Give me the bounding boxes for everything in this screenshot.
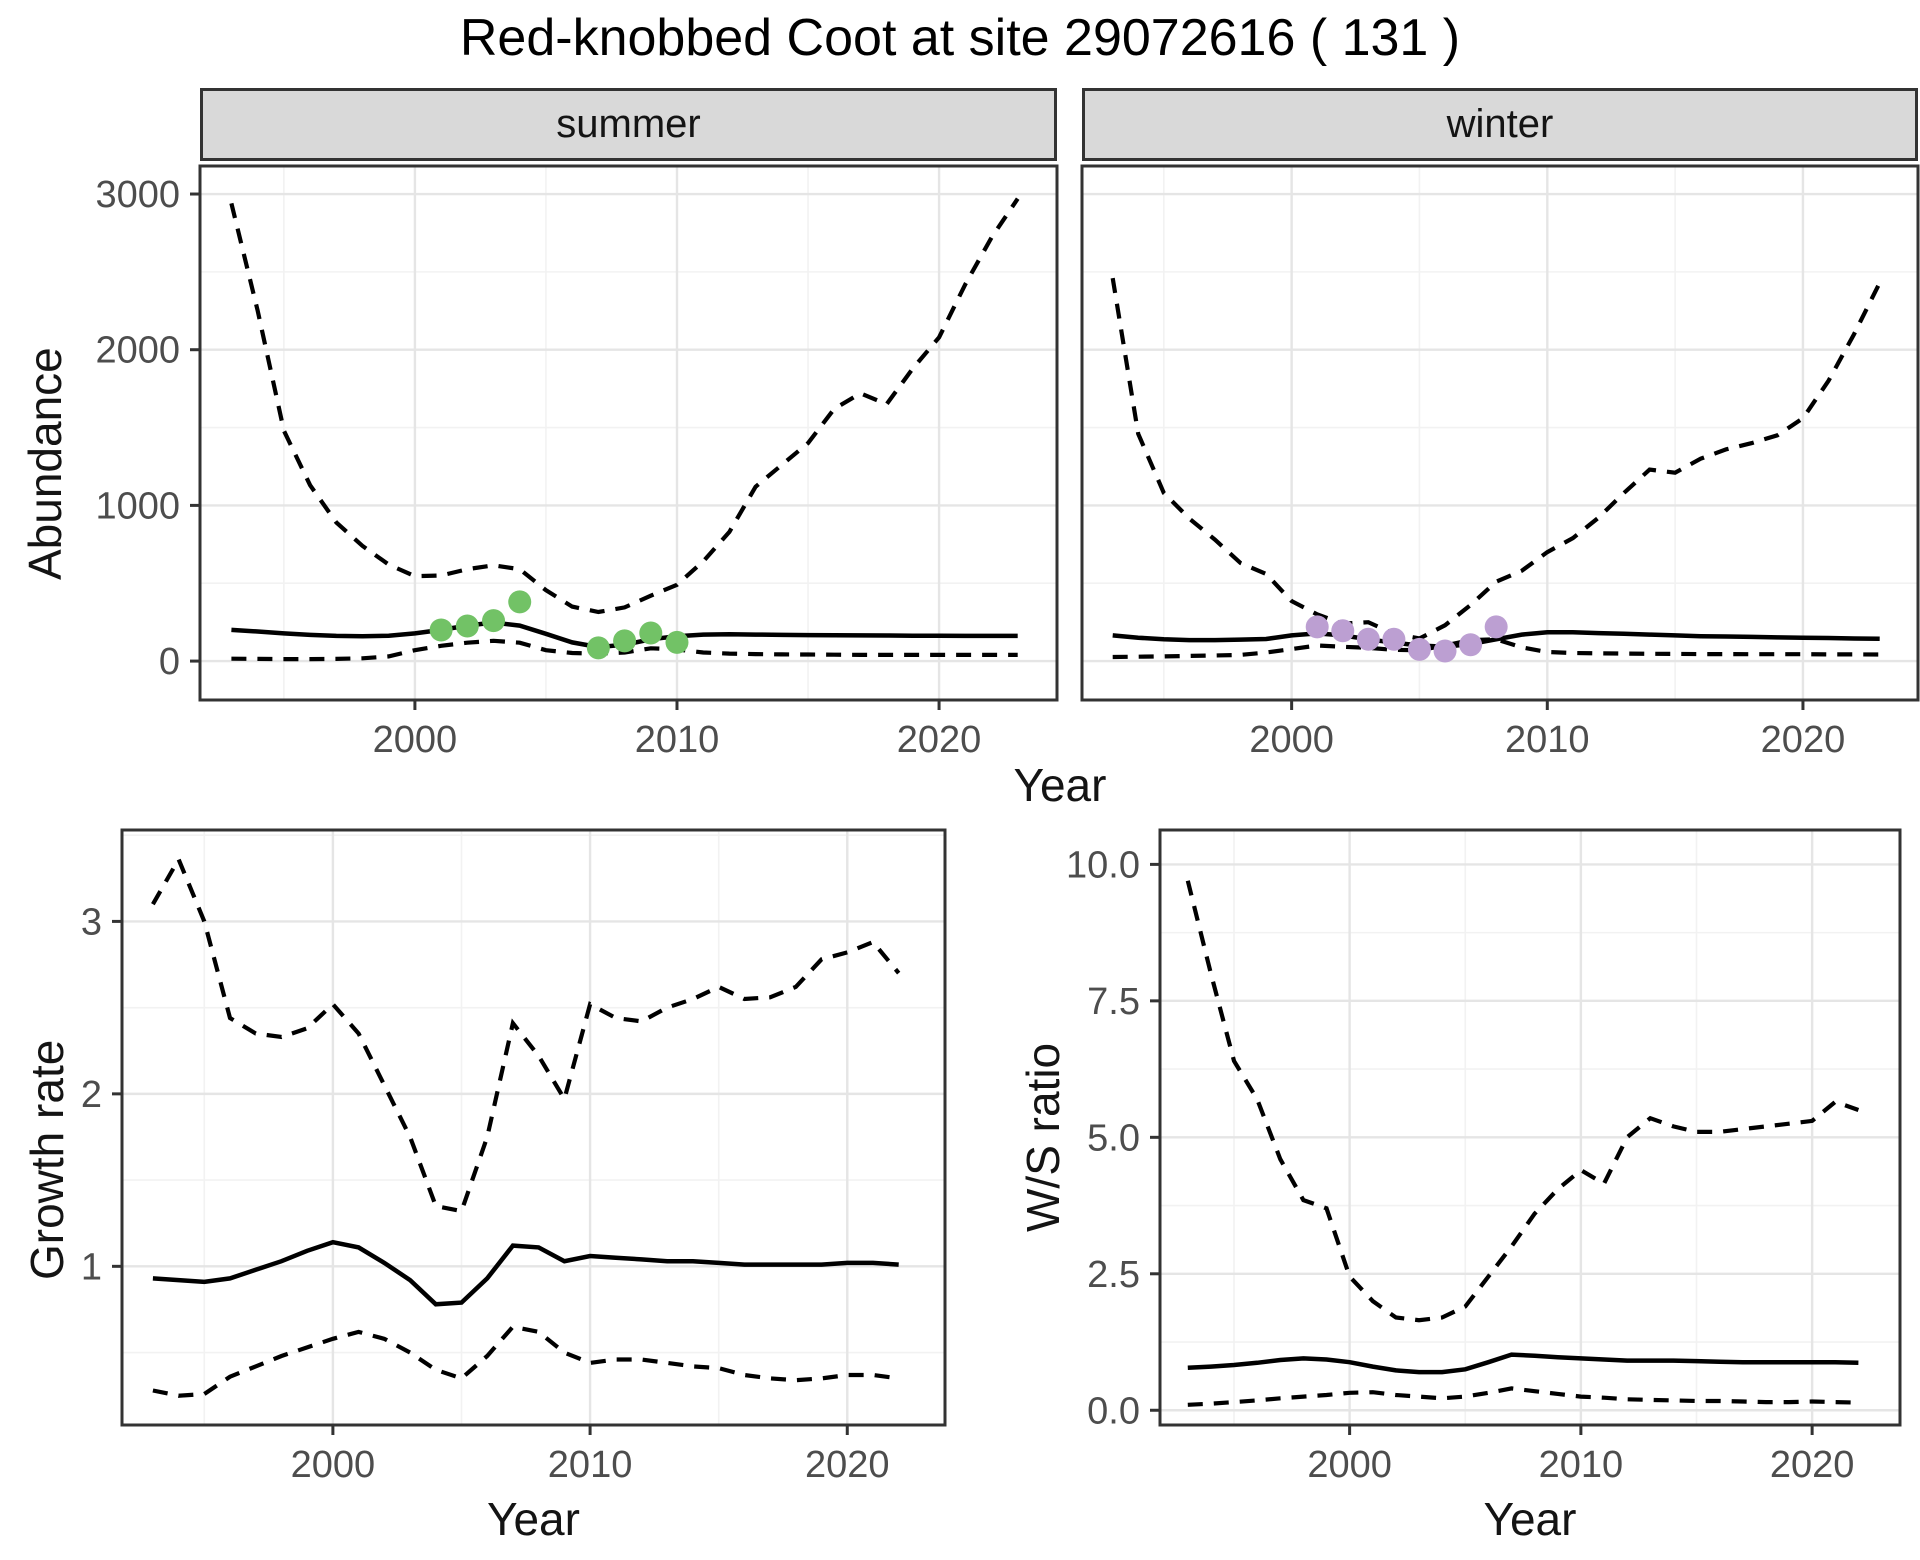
growth-rate-panel: 2000 2010 2020 1 2 3 bbox=[81, 828, 947, 1486]
abundance-winter-upper-95ci-line bbox=[1110, 277, 1882, 641]
ws-ratio-border bbox=[1158, 828, 1902, 1427]
svg-text:3000: 3000 bbox=[95, 174, 180, 216]
svg-text:1: 1 bbox=[81, 1246, 102, 1288]
ws-ratio-median-line bbox=[1187, 1352, 1859, 1375]
svg-text:2020: 2020 bbox=[1761, 719, 1846, 761]
abundance-winter-observed-counts bbox=[1305, 615, 1508, 663]
svg-text:2020: 2020 bbox=[1770, 1444, 1855, 1486]
svg-text:2010: 2010 bbox=[548, 1444, 633, 1486]
abundance-winter-median-line bbox=[1112, 630, 1880, 650]
svg-text:2000: 2000 bbox=[1249, 719, 1334, 761]
ws-ratio-axis-title: W/S ratio bbox=[1017, 1042, 1069, 1232]
growth-rate-x-axis-title: Year bbox=[487, 1493, 580, 1545]
svg-text:7.5: 7.5 bbox=[1087, 981, 1140, 1023]
ws-ratio-x-axis-title: Year bbox=[1483, 1493, 1577, 1545]
svg-text:2020: 2020 bbox=[805, 1444, 890, 1486]
svg-text:2010: 2010 bbox=[635, 719, 720, 761]
abundance-summer-upper-95ci-line bbox=[229, 197, 1020, 615]
svg-text:0.0: 0.0 bbox=[1087, 1390, 1140, 1432]
growth-rate-upper-95ci-line bbox=[151, 854, 901, 1214]
ws-ratio-axis-ticks: 2000 2010 2020 0.0 2.5 5.0 7.5 10.0 bbox=[1066, 844, 1854, 1486]
facet-strip-summer-label: summer bbox=[556, 102, 701, 146]
top-x-axis-title: Year bbox=[1013, 759, 1107, 811]
svg-text:2000: 2000 bbox=[373, 719, 458, 761]
abundance-summer-panel: 2000 2010 2020 0 1000 2000 3000 bbox=[95, 164, 1059, 761]
svg-text:2: 2 bbox=[81, 1074, 102, 1116]
abundance-winter-axis-ticks: 2000 2010 2020 bbox=[1249, 700, 1845, 761]
facet-strip-winter-label: winter bbox=[1446, 102, 1554, 146]
svg-text:10.0: 10.0 bbox=[1066, 844, 1140, 886]
svg-text:2000: 2000 bbox=[291, 1444, 376, 1486]
gridlines bbox=[1160, 830, 1900, 1425]
abundance-summer-lower-95ci-line bbox=[231, 638, 1018, 662]
abundance-winter-panel: 2000 2010 2020 bbox=[1080, 164, 1920, 761]
ws-ratio-panel: 2000 2010 2020 0.0 2.5 5.0 7.5 10.0 bbox=[1066, 828, 1902, 1486]
svg-text:2000: 2000 bbox=[95, 330, 180, 372]
gridlines bbox=[1082, 166, 1918, 700]
svg-text:2010: 2010 bbox=[1505, 719, 1590, 761]
gridlines bbox=[200, 166, 1057, 700]
svg-text:2010: 2010 bbox=[1539, 1444, 1624, 1486]
figure-title: Red-knobbed Coot at site 29072616 ( 131 … bbox=[459, 9, 1461, 67]
abundance-axis-title: Abundance bbox=[19, 347, 71, 580]
svg-text:2000: 2000 bbox=[1307, 1444, 1392, 1486]
svg-text:3: 3 bbox=[81, 901, 102, 943]
abundance-summer-axis-ticks: 2000 2010 2020 0 1000 2000 3000 bbox=[95, 174, 981, 761]
growth-rate-axis-ticks: 2000 2010 2020 1 2 3 bbox=[81, 901, 890, 1486]
svg-text:5.0: 5.0 bbox=[1087, 1117, 1140, 1159]
svg-text:2.5: 2.5 bbox=[1087, 1254, 1140, 1296]
growth-rate-lower-95ci-line bbox=[152, 1324, 899, 1398]
facet-strip-winter: winter bbox=[1082, 88, 1918, 161]
abundance-winter-border bbox=[1080, 164, 1920, 702]
abundance-summer-observed-counts bbox=[429, 590, 689, 660]
facet-strip-summer: summer bbox=[200, 88, 1057, 161]
ws-ratio-lower-95ci-line bbox=[1187, 1386, 1859, 1407]
svg-text:2020: 2020 bbox=[897, 719, 982, 761]
growth-rate-border bbox=[120, 828, 947, 1427]
svg-text:0: 0 bbox=[159, 641, 180, 683]
svg-text:1000: 1000 bbox=[95, 485, 180, 527]
growth-rate-axis-title: Growth rate bbox=[21, 1039, 73, 1280]
growth-rate-median-line bbox=[152, 1239, 899, 1307]
abundance-summer-border bbox=[198, 164, 1059, 702]
